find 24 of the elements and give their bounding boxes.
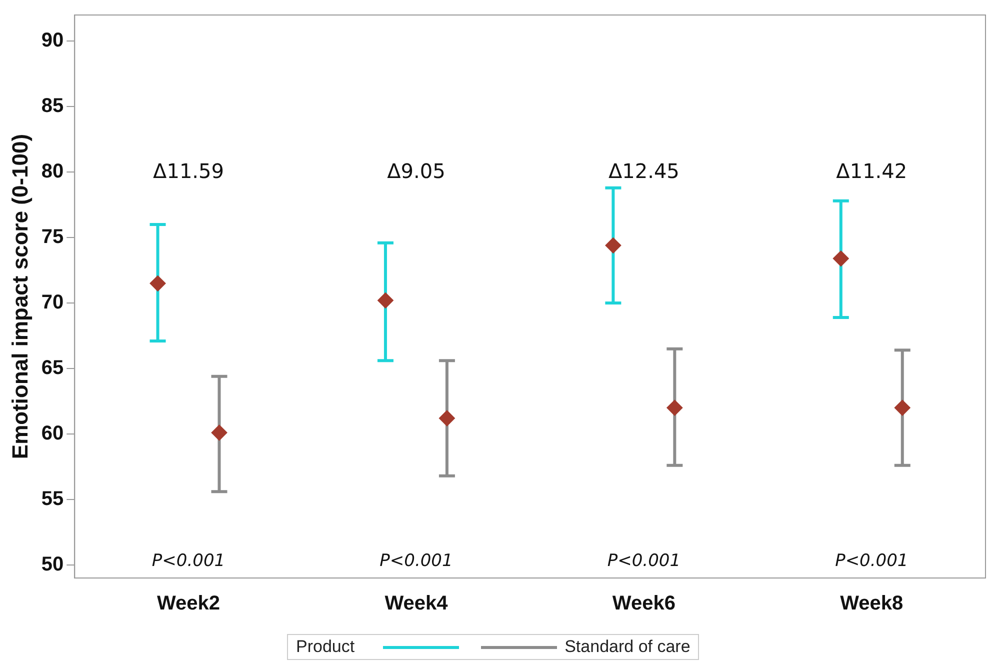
y-tick-label: 55 bbox=[41, 488, 64, 510]
y-tick-label: 90 bbox=[41, 30, 64, 52]
x-tick-label: Week6 bbox=[612, 592, 676, 615]
text: Standard of care bbox=[564, 637, 690, 657]
annotation: Δ11.59 bbox=[153, 158, 224, 183]
annotation: Δ12.45 bbox=[608, 158, 680, 183]
annotation: Δ9.05 bbox=[387, 158, 446, 183]
y-tick-label: 75 bbox=[41, 226, 64, 248]
y-tick-label: 80 bbox=[41, 160, 64, 183]
x-tick-label: Week4 bbox=[384, 592, 449, 615]
y-tick-label: 65 bbox=[41, 357, 64, 380]
annotation: P<0.001 bbox=[380, 550, 453, 571]
annotation: P<0.001 bbox=[152, 550, 226, 571]
y-axis-title: Emotional impact score (0-100) bbox=[7, 134, 32, 460]
y-tick-label: 50 bbox=[41, 553, 64, 576]
x-tick-label: Week8 bbox=[840, 592, 904, 615]
y-tick-label: 60 bbox=[41, 422, 64, 444]
annotation: P<0.001 bbox=[607, 550, 681, 571]
x-tick-label: Week2 bbox=[156, 592, 220, 615]
annotation: P<0.001 bbox=[835, 550, 908, 571]
legend-title: Product bbox=[296, 637, 355, 657]
y-tick-label: 70 bbox=[41, 292, 64, 314]
y-tick-label: 85 bbox=[41, 95, 64, 118]
annotation: Δ11.42 bbox=[836, 158, 908, 183]
